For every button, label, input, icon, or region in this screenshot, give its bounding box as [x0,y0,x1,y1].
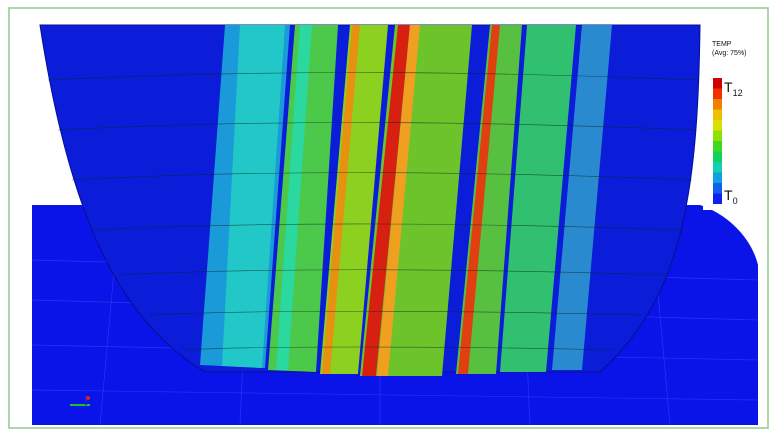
color-bar-segment [713,78,722,89]
color-bar-segment [713,193,722,204]
color-bar-segment [713,162,722,173]
band [458,25,500,374]
band [552,25,612,370]
color-bar-segment [713,151,722,162]
color-bar-segment [713,172,722,183]
color-bar-segment [713,183,722,194]
band [362,25,410,376]
color-bar-segment [713,120,722,131]
band [322,25,360,374]
temperature-bands [200,25,612,376]
band [500,25,576,372]
legend-max-label: T12 [724,79,743,98]
symbol: T [724,187,733,203]
legend-min-label: T0 [724,187,738,206]
legend-subtitle: (Avg: 75%) [712,50,747,57]
color-bar-segment [713,99,722,110]
band [377,25,420,376]
color-bar-segment [713,141,722,152]
legend-background [703,38,763,210]
subscript: 0 [733,196,738,206]
axis-triad [70,395,90,406]
color-bar-segment [713,130,722,141]
subscript: 12 [733,88,743,98]
color-bar [713,78,722,204]
symbol: T [724,79,733,95]
band [276,25,312,370]
band [222,25,285,368]
color-bar-segment [713,109,722,120]
legend-title: TEMP [712,41,732,48]
tire-mesh [47,72,699,351]
color-bar-segment [713,88,722,99]
